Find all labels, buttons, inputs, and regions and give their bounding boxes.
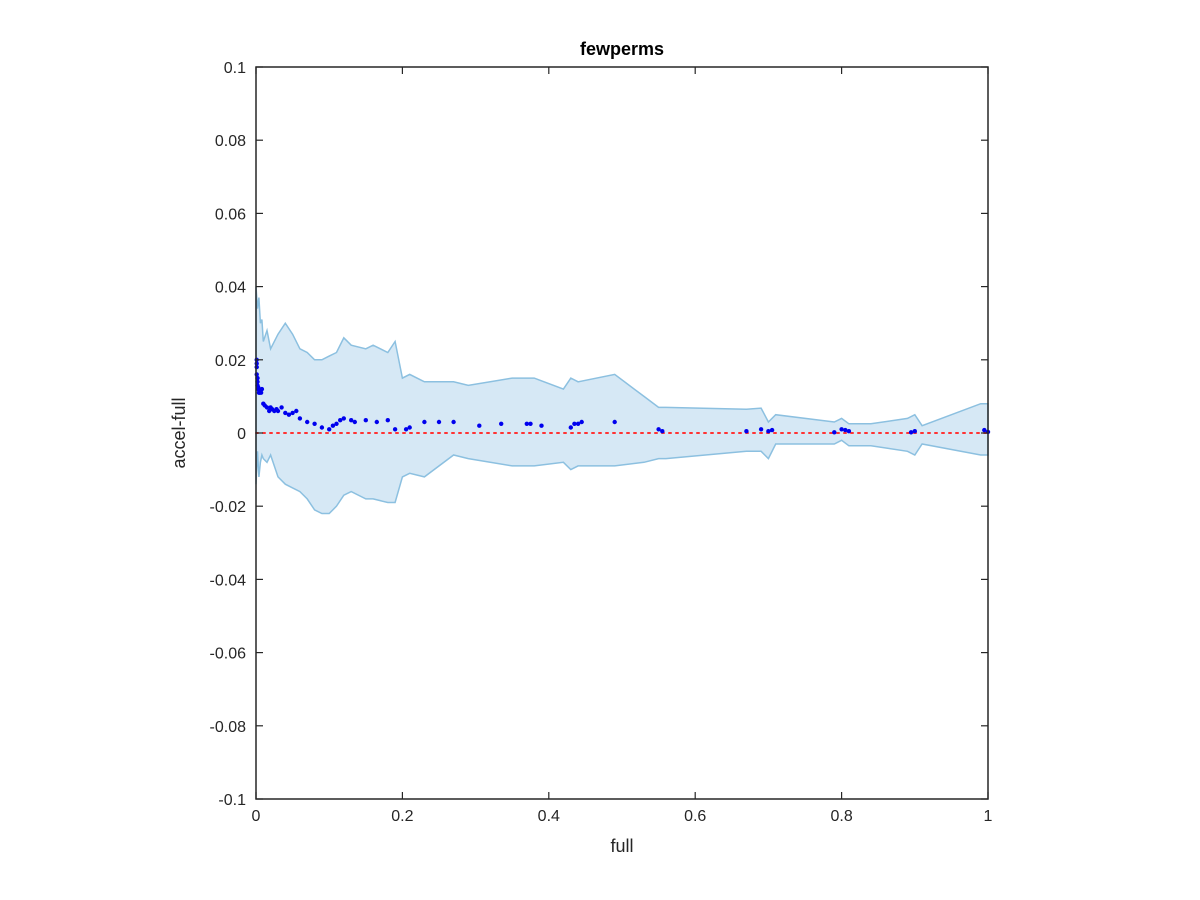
y-tick-label: 0.06 [215, 206, 246, 223]
x-axis-label: full [610, 836, 633, 856]
x-tick-label: 0 [252, 808, 261, 825]
y-tick-label: 0.04 [215, 280, 246, 297]
data-point [758, 427, 764, 432]
data-point [843, 427, 848, 433]
data-point [305, 419, 310, 425]
y-tick-label: -0.02 [210, 499, 247, 516]
x-tick-label: 0.8 [830, 808, 852, 825]
data-point [290, 410, 295, 416]
data-point [422, 419, 427, 425]
data-point [275, 408, 281, 414]
data-point [374, 419, 379, 425]
data-point [341, 416, 346, 421]
data-point [499, 421, 504, 426]
data-point [294, 408, 299, 414]
data-point [477, 423, 482, 428]
y-axis-label: accel-full [169, 397, 189, 468]
data-point [982, 427, 987, 433]
data-point [403, 427, 409, 432]
y-tick-label: -0.1 [218, 792, 246, 809]
chart-title: fewperms [580, 39, 664, 59]
ticks-layer: 0 0.2 0.4 0.6 0.8 1 -0.1 -0.08 -0.06 -0.04 -0.02 0 0… [210, 60, 993, 825]
data-point [575, 421, 581, 426]
data-point [539, 423, 544, 428]
data-point [451, 419, 456, 425]
data-point [279, 405, 284, 410]
data-point [769, 427, 775, 433]
y-tick-label: 0.02 [215, 353, 246, 370]
data-point [572, 421, 577, 426]
data-point [524, 421, 529, 426]
data-point [352, 419, 357, 425]
data-point [744, 429, 749, 434]
data-point [766, 429, 771, 434]
data-point [283, 410, 288, 416]
data-point [656, 427, 661, 432]
data-point [912, 429, 917, 434]
data-point [660, 429, 665, 434]
data-point [259, 386, 265, 392]
x-tick-label: 0.4 [538, 808, 560, 825]
x-tick-label: 0.2 [391, 808, 413, 825]
y-tick-label: 0.08 [215, 133, 246, 150]
data-point [846, 429, 852, 434]
x-tick-label: 1 [984, 808, 993, 825]
y-tick-label: 0.1 [224, 60, 246, 77]
y-tick-label: -0.08 [210, 719, 247, 736]
data-point [436, 419, 442, 425]
data-point [327, 427, 332, 432]
data-point [385, 418, 390, 423]
data-point [363, 418, 368, 423]
data-point [319, 425, 325, 430]
data-point [568, 425, 573, 430]
data-point [264, 405, 270, 410]
data-point [338, 418, 343, 423]
y-tick-label: -0.04 [210, 572, 247, 589]
data-point [334, 421, 339, 426]
data-point [839, 427, 844, 432]
data-point [312, 421, 317, 426]
data-point [832, 430, 837, 435]
data-point [258, 390, 264, 395]
data-point [407, 425, 412, 430]
data-point [908, 430, 914, 435]
data-point [286, 412, 292, 417]
data-point [330, 423, 336, 428]
data-point [528, 421, 533, 426]
y-tick-label: -0.06 [210, 646, 247, 663]
data-point [579, 419, 584, 425]
data-point [392, 427, 398, 432]
data-point [297, 416, 303, 421]
data-point [612, 419, 617, 425]
x-tick-label: 0.6 [684, 808, 706, 825]
y-tick-label: 0 [237, 426, 246, 443]
data-point [349, 418, 354, 423]
